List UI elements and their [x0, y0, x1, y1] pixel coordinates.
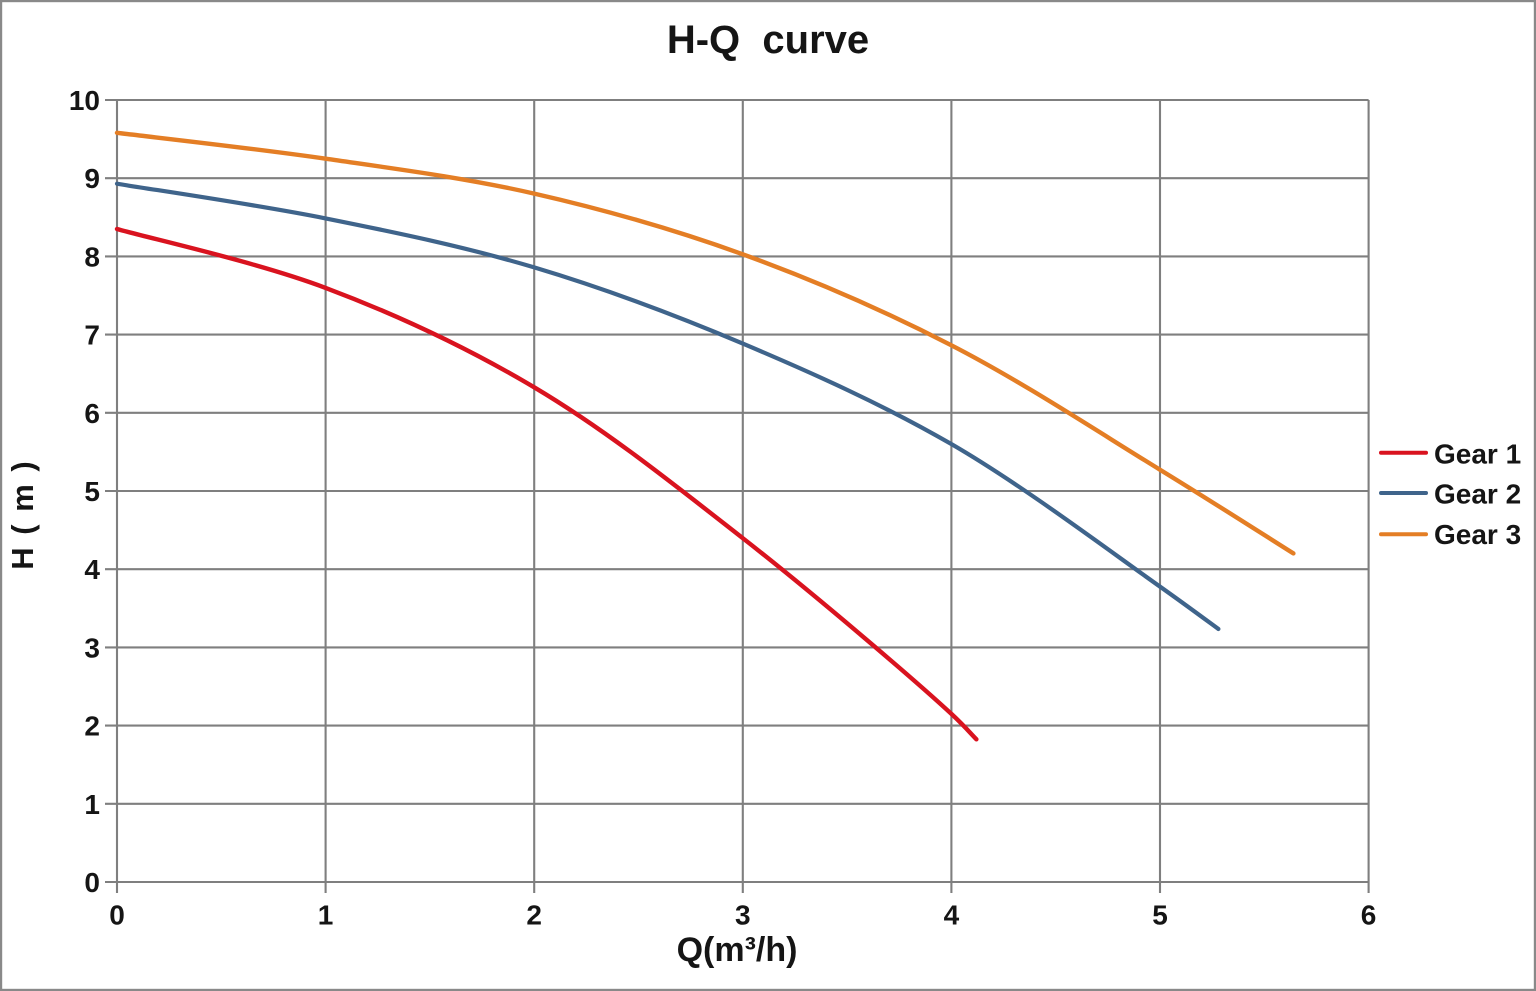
svg-text:4: 4	[84, 554, 100, 585]
svg-text:2: 2	[84, 711, 100, 742]
svg-text:Q(m³/h): Q(m³/h)	[677, 931, 798, 969]
svg-text:5: 5	[1152, 900, 1168, 931]
svg-text:3: 3	[735, 900, 751, 931]
svg-text:H-Q curve: H-Q curve	[667, 18, 869, 62]
svg-text:1: 1	[84, 789, 100, 820]
svg-text:0: 0	[109, 900, 125, 931]
svg-text:9: 9	[84, 163, 100, 194]
svg-text:5: 5	[84, 476, 100, 507]
svg-text:0: 0	[84, 867, 100, 898]
svg-text:3: 3	[84, 632, 100, 663]
svg-text:1: 1	[318, 900, 334, 931]
svg-text:4: 4	[944, 900, 960, 931]
svg-text:2: 2	[526, 900, 542, 931]
svg-text:10: 10	[69, 85, 100, 116]
svg-text:6: 6	[1361, 900, 1377, 931]
svg-text:Gear 3: Gear 3	[1434, 519, 1521, 550]
svg-text:6: 6	[84, 398, 100, 429]
svg-text:7: 7	[84, 320, 100, 351]
svg-text:H ( m ): H ( m )	[5, 459, 40, 569]
svg-text:8: 8	[84, 241, 100, 272]
svg-text:Gear 1: Gear 1	[1434, 439, 1521, 470]
svg-text:Gear 2: Gear 2	[1434, 479, 1521, 510]
